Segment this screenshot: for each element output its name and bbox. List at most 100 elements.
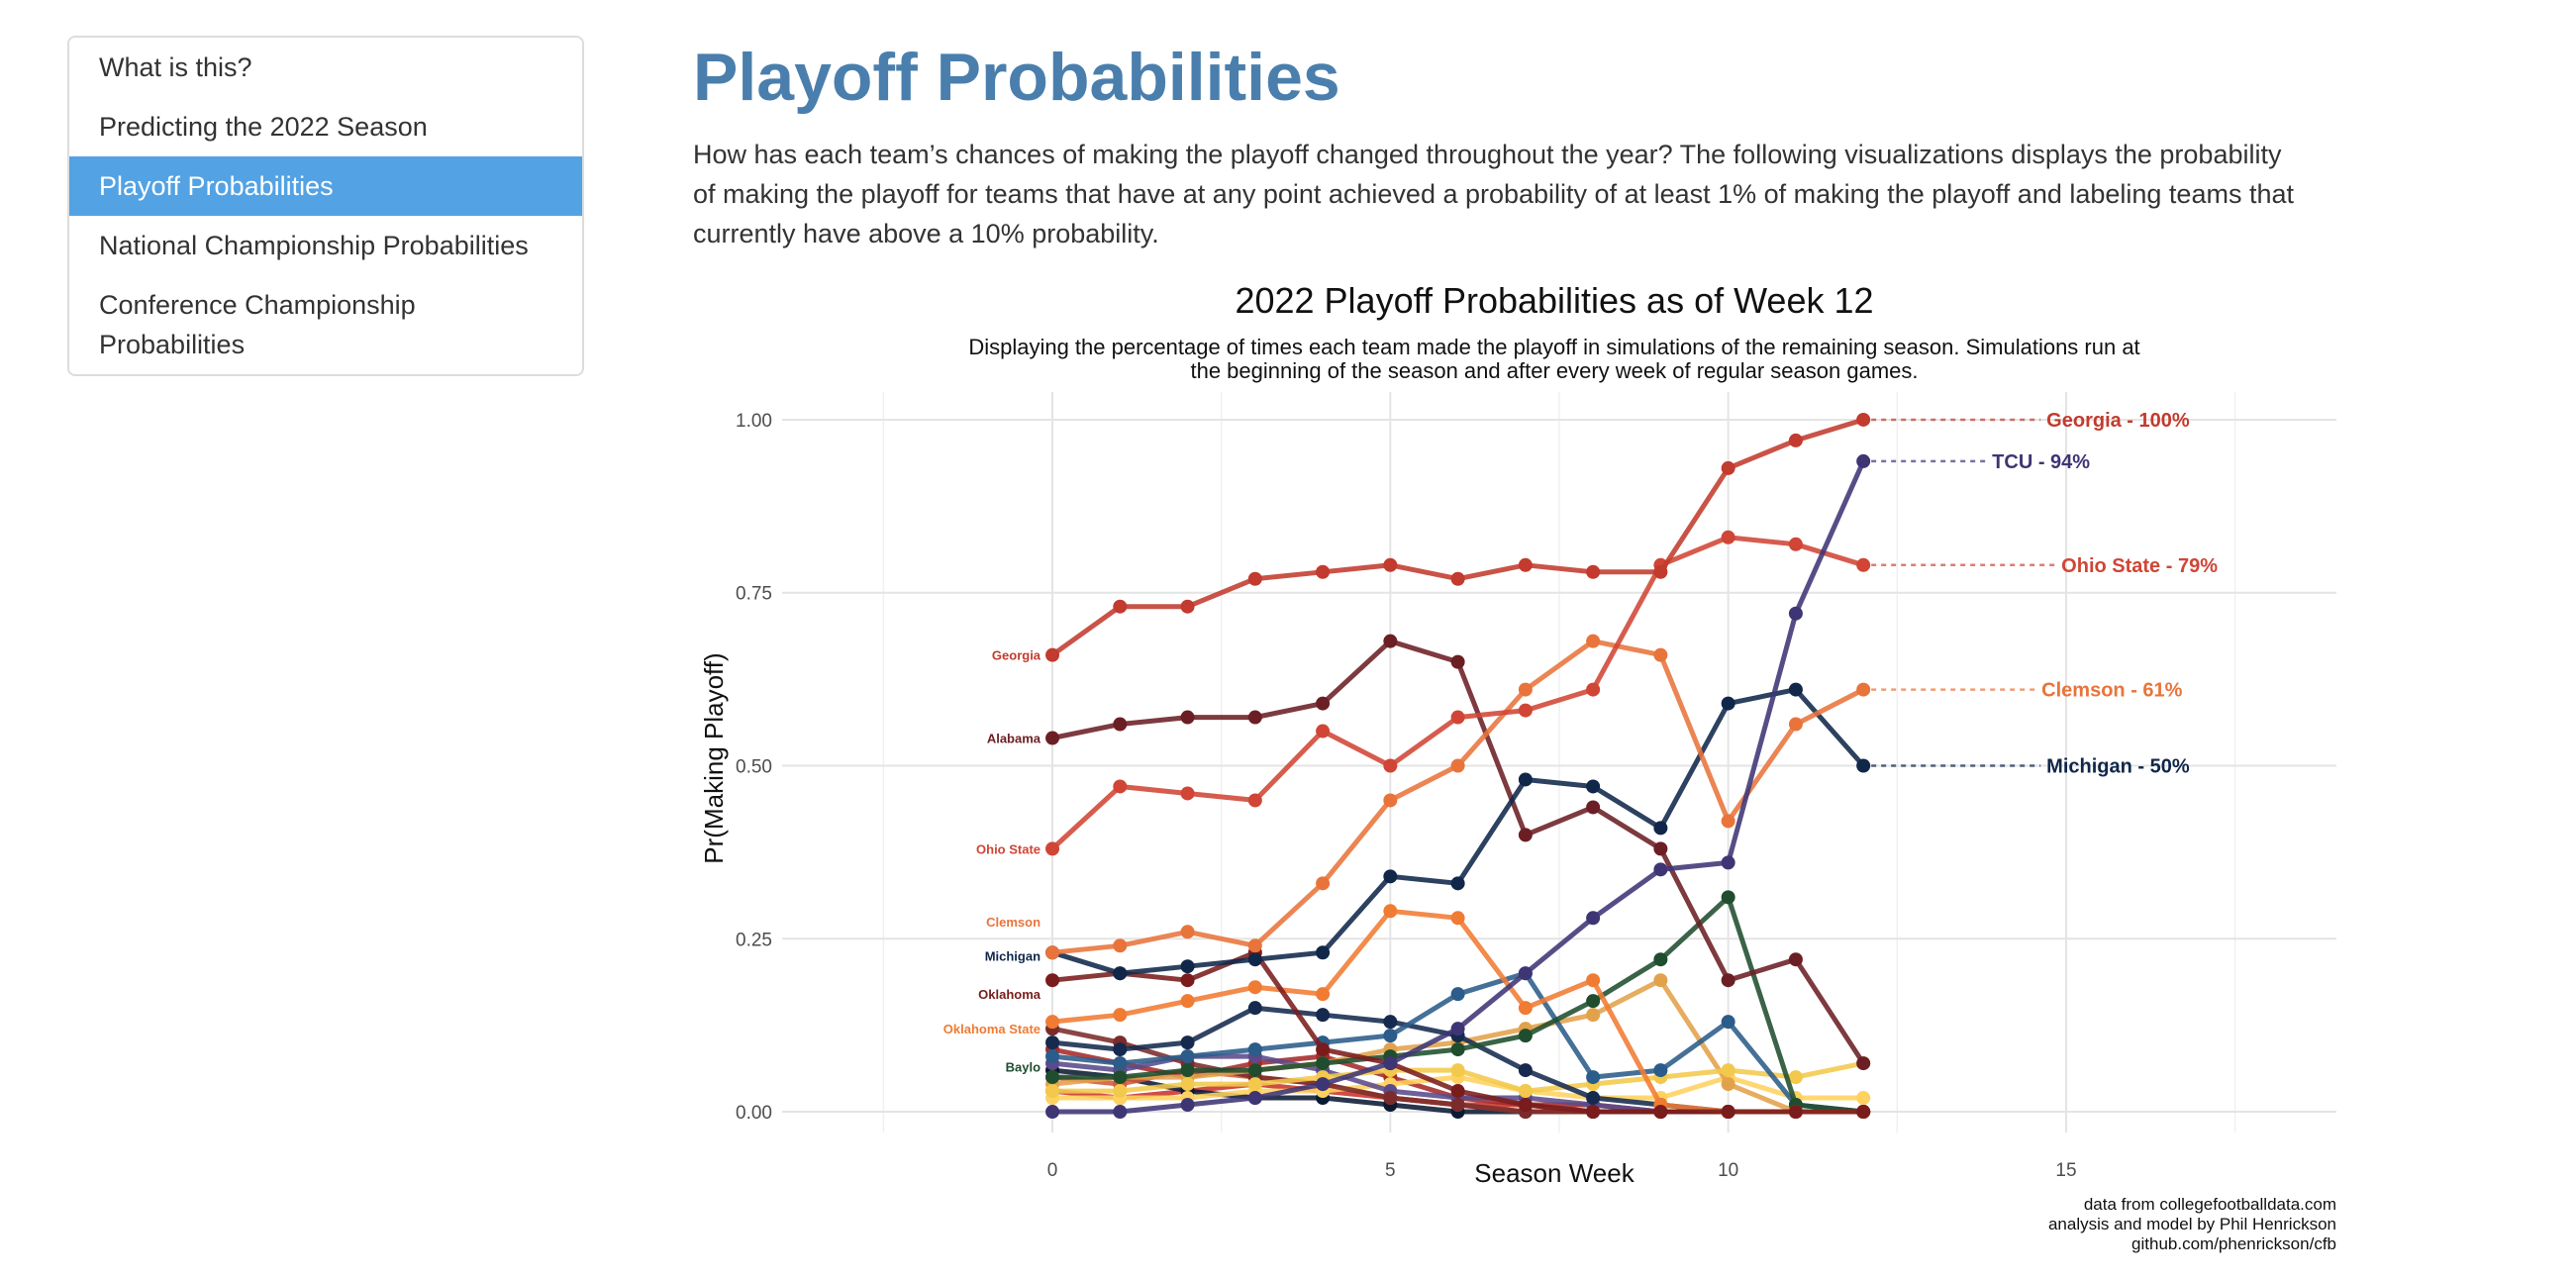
data-point bbox=[1383, 904, 1398, 919]
start-label: Georgia bbox=[992, 648, 1041, 663]
end-label: Georgia - 100% bbox=[2046, 410, 2190, 432]
data-point bbox=[1247, 938, 1262, 953]
start-label: Baylo bbox=[1006, 1060, 1040, 1075]
data-point bbox=[1450, 911, 1465, 926]
end-label: Ohio State - 79% bbox=[2061, 555, 2218, 577]
data-point bbox=[1113, 1084, 1128, 1099]
y-axis-label: Pr(Making Playoff) bbox=[699, 652, 729, 863]
data-point bbox=[1856, 453, 1871, 468]
data-point bbox=[1383, 1029, 1398, 1043]
chart-subtitle-line-2: the beginning of the season and after ev… bbox=[1190, 358, 1918, 383]
caption-line: github.com/phenrickson/cfb bbox=[2131, 1234, 2336, 1253]
data-point bbox=[1721, 855, 1735, 870]
x-tick-label: 5 bbox=[1385, 1160, 1396, 1181]
data-point bbox=[1856, 412, 1871, 427]
series-georgia bbox=[1045, 412, 1871, 662]
table-of-contents: What is this? Predicting the 2022 Season… bbox=[67, 36, 584, 376]
data-point bbox=[1788, 682, 1803, 697]
toc-item-conference-championship[interactable]: Conference Championship Probabilities bbox=[99, 290, 416, 359]
data-point bbox=[1788, 717, 1803, 732]
data-point bbox=[1247, 710, 1262, 725]
toc-item-predicting-2022[interactable]: Predicting the 2022 Season bbox=[99, 112, 428, 142]
data-point bbox=[1247, 1091, 1262, 1106]
data-point bbox=[1113, 717, 1128, 732]
data-point bbox=[1045, 731, 1060, 745]
data-point bbox=[1316, 1056, 1331, 1071]
end-label: Clemson - 61% bbox=[2041, 680, 2182, 702]
data-point bbox=[1856, 1091, 1871, 1106]
toc-item-national-championship[interactable]: National Championship Probabilities bbox=[99, 231, 529, 260]
y-tick-label: 0.50 bbox=[736, 756, 772, 777]
data-point bbox=[1721, 1105, 1735, 1120]
start-label: Clemson bbox=[986, 915, 1040, 930]
data-point bbox=[1653, 1063, 1668, 1078]
data-point bbox=[1788, 537, 1803, 551]
data-point bbox=[1045, 945, 1060, 960]
data-point bbox=[1045, 1015, 1060, 1030]
data-point bbox=[1316, 1042, 1331, 1057]
data-point bbox=[1721, 1077, 1735, 1092]
data-point bbox=[1316, 987, 1331, 1002]
start-label: Oklahoma State bbox=[943, 1022, 1040, 1036]
data-point bbox=[1586, 1105, 1601, 1120]
data-point bbox=[1383, 557, 1398, 572]
data-point bbox=[1788, 952, 1803, 967]
caption-line: analysis and model by Phil Henrickson bbox=[2048, 1215, 2336, 1233]
series-alabama bbox=[1045, 634, 1871, 1071]
data-point bbox=[1653, 564, 1668, 579]
data-point bbox=[1586, 994, 1601, 1009]
data-point bbox=[1788, 1105, 1803, 1120]
data-point bbox=[1450, 1042, 1465, 1057]
x-tick-label: 15 bbox=[2055, 1160, 2076, 1181]
data-point bbox=[1856, 682, 1871, 697]
data-point bbox=[1653, 841, 1668, 856]
data-point bbox=[1653, 821, 1668, 836]
y-tick-label: 1.00 bbox=[736, 411, 772, 432]
data-point bbox=[1586, 634, 1601, 648]
series-line bbox=[1052, 459, 1866, 1115]
data-point bbox=[1247, 1001, 1262, 1016]
data-point bbox=[1113, 1042, 1128, 1057]
y-tick-label: 0.25 bbox=[736, 930, 772, 950]
data-point bbox=[1045, 647, 1060, 662]
series-line bbox=[1051, 639, 1865, 955]
data-point bbox=[1586, 1008, 1601, 1023]
data-point bbox=[1653, 862, 1668, 877]
data-point bbox=[1721, 1063, 1735, 1078]
toc-item-playoff-probabilities[interactable]: Playoff Probabilities bbox=[69, 156, 582, 216]
data-point bbox=[1180, 1035, 1195, 1050]
data-point bbox=[1180, 1077, 1195, 1092]
grid-lines bbox=[782, 392, 2336, 1133]
data-point bbox=[1180, 1098, 1195, 1113]
data-point bbox=[1721, 530, 1735, 544]
data-point bbox=[1113, 779, 1128, 794]
data-point bbox=[1045, 841, 1060, 856]
data-point bbox=[1856, 1056, 1871, 1071]
data-point bbox=[1721, 1015, 1735, 1030]
y-tick-label: 0.75 bbox=[736, 584, 772, 605]
toc-item-what-is-this[interactable]: What is this? bbox=[99, 52, 252, 82]
data-point bbox=[1518, 1029, 1533, 1043]
data-point bbox=[1721, 890, 1735, 905]
data-point bbox=[1247, 571, 1262, 586]
data-point bbox=[1788, 606, 1803, 621]
data-point bbox=[1247, 1077, 1262, 1092]
data-point bbox=[1586, 1070, 1601, 1085]
data-point bbox=[1586, 682, 1601, 697]
start-label: Michigan bbox=[985, 949, 1040, 964]
start-label: Alabama bbox=[987, 732, 1041, 746]
data-point bbox=[1180, 994, 1195, 1009]
data-point bbox=[1180, 1063, 1195, 1078]
axes: 0 5 10 15 0.00 0.25 0.50 0.75 1.00 bbox=[736, 411, 2077, 1181]
data-point bbox=[1113, 1070, 1128, 1085]
series-tcu bbox=[1045, 453, 1871, 1120]
data-point bbox=[1045, 1049, 1060, 1064]
data-point bbox=[1113, 1056, 1128, 1071]
data-point bbox=[1856, 758, 1871, 773]
data-point bbox=[1450, 571, 1465, 586]
data-point bbox=[1247, 980, 1262, 995]
data-point bbox=[1316, 876, 1331, 891]
data-point bbox=[1518, 682, 1533, 697]
data-point bbox=[1450, 987, 1465, 1002]
data-point bbox=[1518, 703, 1533, 718]
